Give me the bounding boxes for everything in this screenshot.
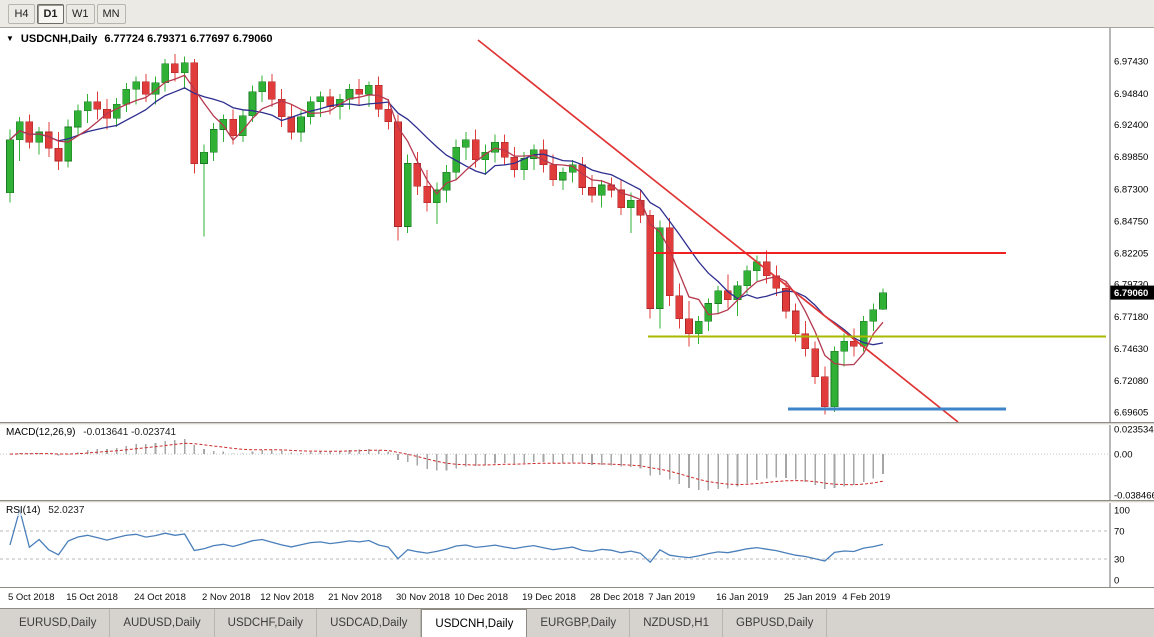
main-chart-pane[interactable]: 6.97430 6.94840 6.92400 6.89850 6.87300 6.847…	[0, 28, 1154, 422]
rsi-axis-label: 100	[1114, 506, 1130, 517]
timeframe-toolbar: H4 D1 W1 MN	[0, 0, 1154, 28]
date-label: 7 Jan 2019	[648, 592, 696, 603]
descending-trendline[interactable]	[477, 39, 959, 422]
tab-eurusd-daily[interactable]: EURUSD,Daily	[6, 609, 111, 637]
macd-signal-line	[9, 442, 884, 486]
date-label: 10 Dec 2018	[454, 592, 509, 603]
price-axis-label: 6.89850	[1114, 152, 1148, 163]
tab-audusd-daily[interactable]: AUDUSD,Daily	[110, 609, 215, 637]
rsi-axis-label: 30	[1114, 555, 1125, 566]
rsi-label: RSI(14) 52.0237	[6, 505, 85, 516]
current-price-badge	[1110, 285, 1154, 300]
date-label: 24 Oct 2018	[134, 592, 186, 603]
price-axis-label: 6.84750	[1114, 216, 1148, 227]
date-label: 4 Feb 2019	[842, 592, 891, 603]
price-axis-label: 6.97430	[1114, 57, 1148, 68]
date-label: 30 Nov 2018	[396, 592, 450, 603]
rsi-axis-label: 70	[1114, 527, 1125, 538]
date-label: 16 Jan 2019	[716, 592, 769, 603]
date-label: 19 Dec 2018	[522, 592, 576, 603]
tab-gbpusd-daily[interactable]: GBPUSD,Daily	[723, 609, 828, 637]
tab-eurgbp-daily[interactable]: EURGBP,Daily	[527, 609, 631, 637]
date-label: 5 Oct 2018	[8, 592, 55, 603]
price-axis-label: 6.72080	[1114, 376, 1148, 387]
timeframe-button-w1[interactable]: W1	[66, 3, 95, 24]
price-axis-label: 6.77180	[1114, 312, 1148, 323]
rsi-axis: 100 70 30 0	[1109, 503, 1130, 587]
macd-axis: 0.023534 0.00 -0.038466	[1109, 425, 1154, 501]
price-axis-label: 6.92400	[1114, 120, 1148, 131]
panel-splitter[interactable]	[0, 422, 1154, 425]
price-axis-label: 6.74630	[1114, 344, 1148, 355]
tab-usdchf-daily[interactable]: USDCHF,Daily	[215, 609, 318, 637]
date-label: 21 Nov 2018	[328, 592, 382, 603]
rsi-axis-label: 0	[1114, 576, 1119, 587]
rsi-canvas[interactable]: 100 70 30 0	[0, 503, 1154, 587]
date-label: 12 Nov 2018	[260, 592, 315, 603]
current-price-badge-text: 6.79060	[1114, 288, 1148, 299]
date-label: 28 Dec 2018	[590, 592, 644, 603]
macd-label: MACD(12,26,9) -0.013641 -0.023741	[6, 427, 177, 438]
rsi-value: 52.0237	[48, 505, 85, 516]
macd-axis-label: 0.023534	[1114, 425, 1154, 436]
macd-values: -0.013641 -0.023741	[83, 427, 177, 438]
rsi-line	[9, 507, 884, 564]
chart-title: ▼ USDCNH,Daily 6.77724 6.79371 6.77697 6…	[6, 33, 273, 45]
macd-histogram	[18, 438, 884, 491]
time-axis[interactable]: 5 Oct 2018 15 Oct 2018 24 Oct 2018 2 Nov 20…	[0, 587, 1154, 608]
timeframe-button-mn[interactable]: MN	[96, 3, 126, 24]
timeframe-button-d1[interactable]: D1	[37, 3, 64, 24]
macd-axis-label: -0.038466	[1114, 491, 1154, 501]
price-axis-label: 6.69605	[1114, 407, 1148, 418]
chart-tabs-bar: EURUSD,Daily AUDUSD,Daily USDCHF,Daily USDC…	[0, 608, 1154, 637]
ma-fast-line	[9, 74, 884, 366]
date-label: 25 Jan 2019	[784, 592, 837, 603]
panel-splitter[interactable]	[0, 500, 1154, 503]
timeframe-button-h4[interactable]: H4	[8, 3, 35, 24]
chart-ohlc-values: 6.77724 6.79371 6.77697 6.79060	[104, 33, 273, 45]
tab-usdcnh-daily[interactable]: USDCNH,Daily	[421, 609, 528, 637]
macd-pane[interactable]: 0.023534 0.00 -0.038466 MACD(12,26,9) -0.0…	[0, 425, 1154, 500]
rsi-pane[interactable]: 100 70 30 0 RSI(14) 52.0237	[0, 503, 1154, 587]
ma-slow-line	[9, 87, 884, 346]
price-axis[interactable]: 6.97430 6.94840 6.92400 6.89850 6.87300 6.847…	[1109, 28, 1154, 422]
macd-axis-label: 0.00	[1114, 450, 1133, 461]
date-label: 15 Oct 2018	[66, 592, 118, 603]
chart-dropdown-icon[interactable]: ▼	[6, 34, 14, 43]
chart-window: 6.97430 6.94840 6.92400 6.89850 6.87300 6.847…	[0, 28, 1154, 608]
rsi-name: RSI(14)	[6, 505, 41, 516]
tab-nzdusd-h1[interactable]: NZDUSD,H1	[630, 609, 723, 637]
price-axis-label: 6.94840	[1114, 89, 1148, 100]
chart-symbol-label: USDCNH,Daily	[20, 33, 98, 45]
price-axis-label: 6.79730	[1114, 280, 1148, 291]
macd-name: MACD(12,26,9)	[6, 427, 76, 438]
date-label: 2 Nov 2018	[202, 592, 251, 603]
main-chart-canvas[interactable]: 6.97430 6.94840 6.92400 6.89850 6.87300 6.847…	[0, 28, 1154, 422]
price-axis-label: 6.82205	[1114, 248, 1148, 259]
candles-layer	[6, 53, 887, 415]
price-axis-label: 6.87300	[1114, 184, 1148, 195]
macd-canvas[interactable]: 0.023534 0.00 -0.038466	[0, 425, 1154, 500]
tab-usdcad-daily[interactable]: USDCAD,Daily	[317, 609, 422, 637]
